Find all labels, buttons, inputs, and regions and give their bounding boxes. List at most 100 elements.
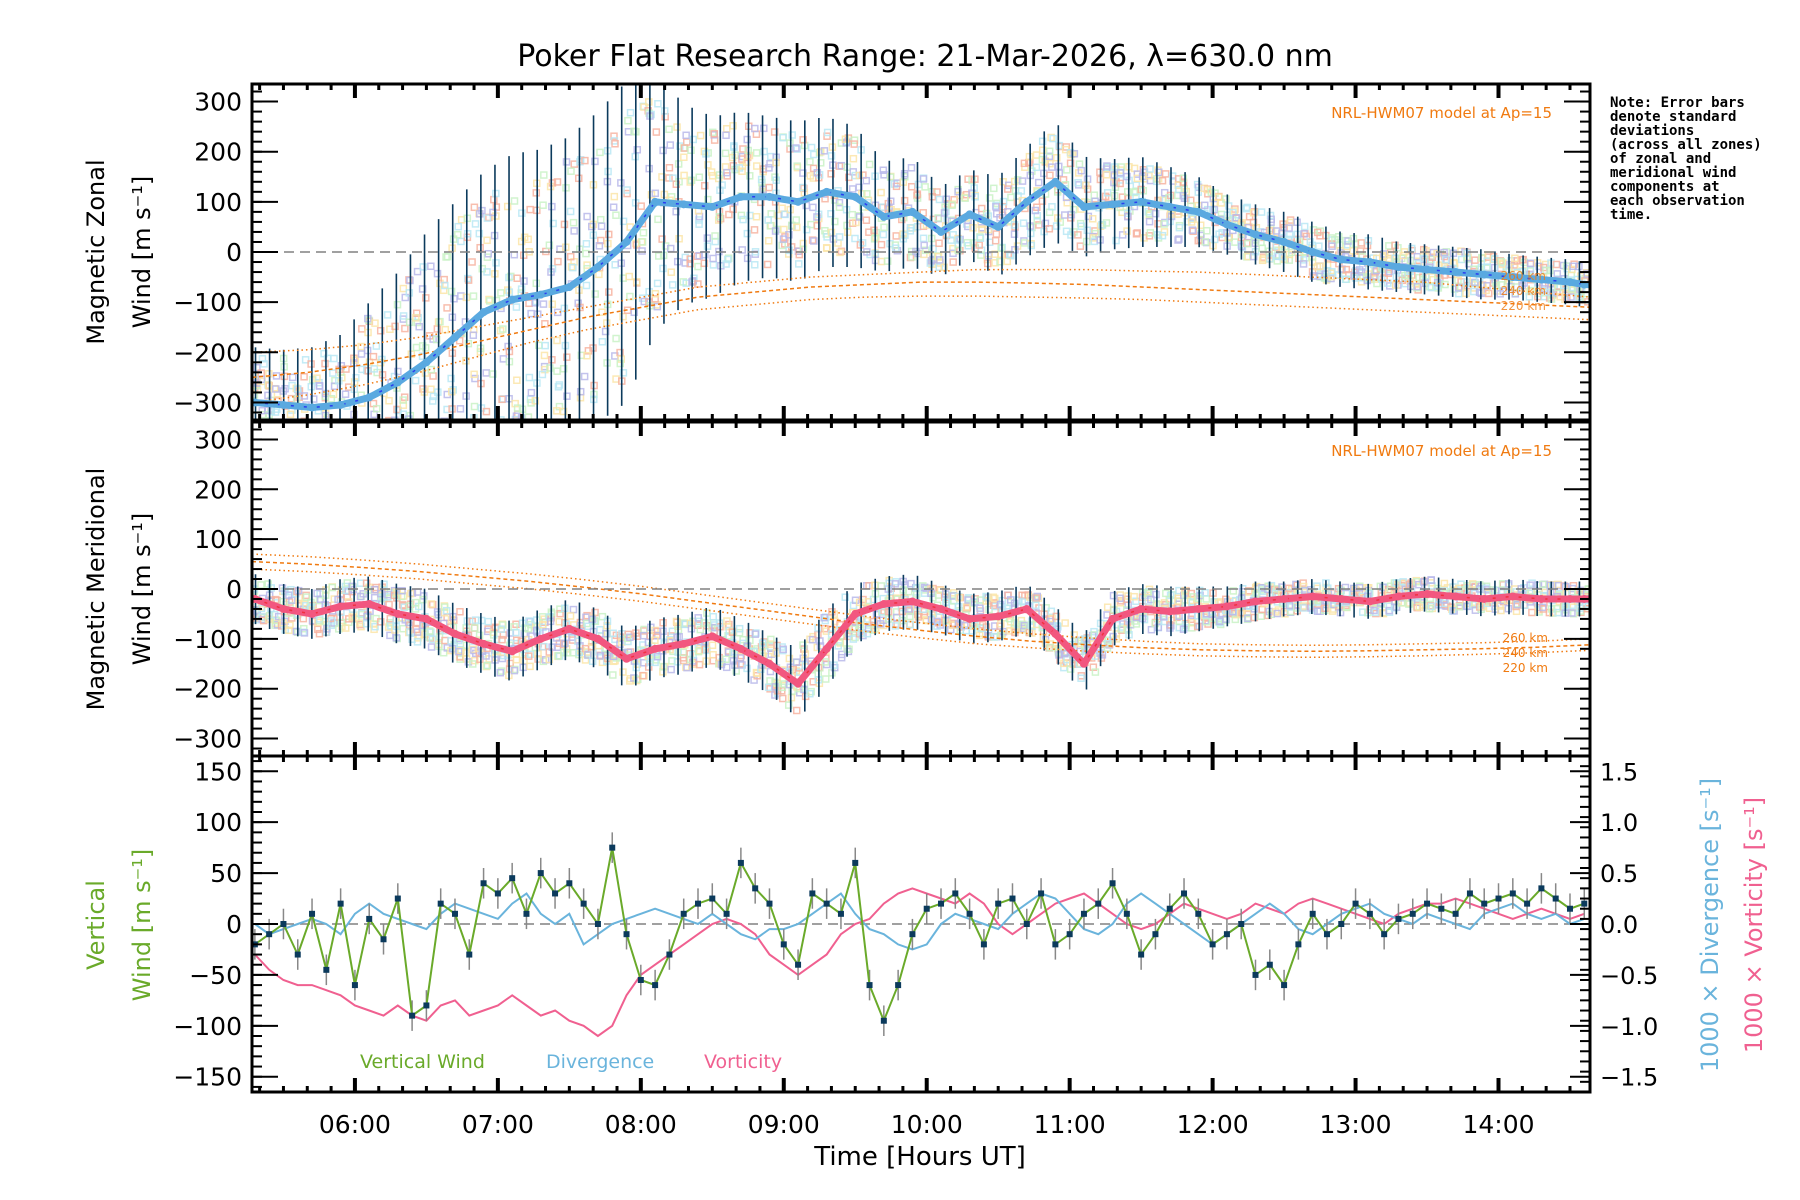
zone-point (827, 170, 835, 178)
zone-point (526, 662, 534, 671)
zone-point (961, 621, 969, 630)
zone-point (1045, 225, 1054, 233)
zone-point (841, 135, 850, 143)
zone-point (433, 269, 442, 278)
zonal-mean-point (851, 192, 860, 201)
zone-point (254, 430, 260, 436)
zone-point (1315, 242, 1323, 250)
meridional-mean-point (908, 597, 917, 606)
zone-point (1405, 581, 1414, 589)
zone-point (949, 258, 957, 266)
zone-point (399, 284, 408, 293)
zone-point (596, 625, 604, 634)
zone-point (787, 221, 796, 230)
zone-point (441, 325, 450, 334)
meridional-mean-point (1222, 602, 1231, 611)
zone-point (310, 446, 316, 452)
y-tick-label: 100 (194, 188, 242, 217)
zonal-mean-point (1480, 270, 1489, 279)
zone-point (1133, 174, 1142, 183)
zone-point (496, 668, 505, 677)
zone-point (905, 605, 913, 613)
zone-point (464, 339, 473, 348)
zone-point (751, 630, 760, 638)
y-tick-label: 100 (194, 808, 242, 837)
zone-point (518, 209, 526, 217)
zone-point (546, 364, 554, 372)
zone-point (851, 633, 859, 642)
zone-point (1046, 643, 1054, 652)
zone-point (626, 633, 634, 642)
zone-point (738, 152, 747, 161)
zone-point (653, 279, 662, 288)
zone-point (816, 637, 824, 645)
zone-point (1250, 613, 1259, 622)
zonal-wind-panel: −300 −200 −100 0 100 200 300 (173, 82, 1592, 463)
zone-point (752, 149, 761, 157)
zonal-model-label-220: 220 km (1501, 299, 1546, 313)
zone-point (765, 183, 773, 192)
zone-point (295, 427, 301, 433)
zone-point (582, 240, 591, 248)
zone-point (294, 586, 303, 595)
zone-point (676, 142, 684, 150)
y-tick-label: 200 (194, 475, 242, 504)
zone-point (808, 236, 817, 244)
vertical-plot-area (252, 832, 1590, 1038)
y2-tick-label: −0.5 (1600, 962, 1658, 990)
meridional-mean-point (1079, 659, 1088, 668)
meridional-mean-point (1251, 597, 1260, 606)
zone-point (563, 353, 571, 361)
zone-point (1116, 594, 1124, 603)
zone-point (371, 319, 379, 327)
y-tick-label: 100 (194, 525, 242, 554)
meridional-mean-point (308, 609, 317, 618)
zone-point (795, 260, 803, 268)
vertical-wind-point (737, 859, 744, 866)
vertical-wind-point (623, 931, 630, 938)
zone-point (1027, 241, 1036, 250)
zone-point (560, 648, 568, 657)
zone-point (1033, 216, 1042, 225)
zone-point (1380, 250, 1388, 258)
zone-point (799, 183, 807, 192)
zone-point (704, 149, 712, 157)
zone-point (330, 382, 339, 390)
zone-point (1160, 228, 1169, 236)
zone-point (1103, 640, 1112, 648)
zone-point (667, 665, 675, 674)
zone-point (295, 600, 303, 608)
zonal-mean-point (1194, 207, 1203, 216)
zonal-mean-point (994, 222, 1003, 231)
vertical-wind-point (366, 915, 373, 922)
zone-point (704, 161, 712, 169)
zone-point (343, 457, 349, 463)
zone-point (709, 254, 717, 263)
zone-point (497, 625, 506, 633)
zone-point (784, 701, 793, 709)
meridional-mean-point (508, 647, 517, 656)
zone-point (997, 244, 1005, 252)
zone-point (310, 395, 318, 403)
zone-point (933, 188, 941, 196)
zone-point (364, 456, 370, 462)
zone-point (292, 627, 301, 636)
zone-point (300, 373, 308, 381)
zone-point (383, 311, 392, 319)
meridional-mean-line-core (252, 593, 1590, 685)
zone-point (554, 257, 562, 266)
zone-point (503, 202, 512, 211)
zone-point (300, 600, 308, 608)
zone-point (687, 146, 695, 154)
zone-point (708, 641, 717, 650)
vertical-wind-point (1166, 905, 1173, 912)
zone-point (1225, 233, 1233, 241)
zone-point (415, 322, 423, 331)
zone-point (301, 356, 310, 364)
zone-point (1482, 286, 1490, 295)
zone-point (339, 435, 345, 441)
zone-point (637, 202, 645, 210)
zone-point (1038, 146, 1047, 155)
zone-point (484, 249, 493, 258)
zone-point (1202, 595, 1211, 603)
